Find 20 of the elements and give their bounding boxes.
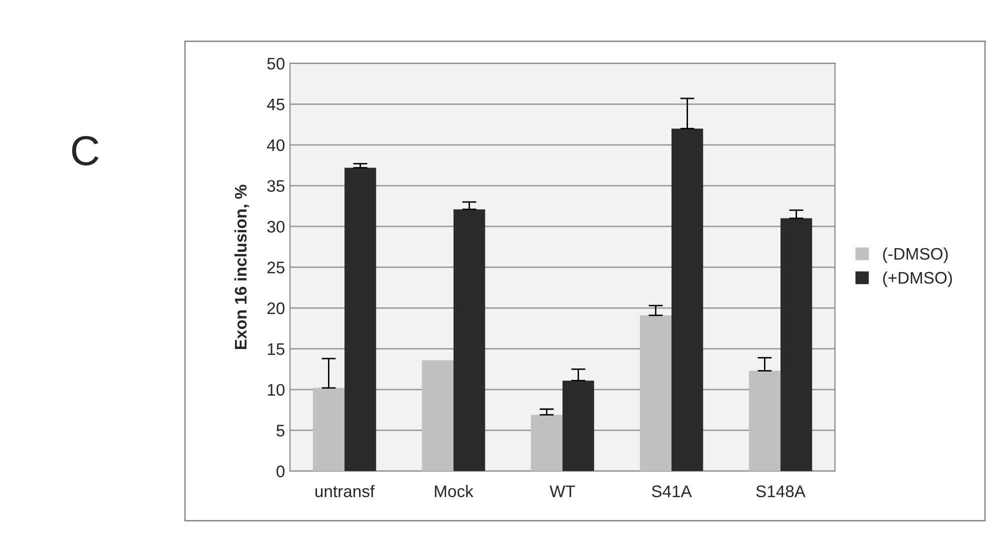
- text: C: [72, 136, 99, 166]
- legend-label: (+DMSO): [883, 271, 952, 288]
- y-tick-label: 35: [267, 180, 284, 192]
- y-tick-label: 0: [276, 466, 284, 478]
- x-tick-label: S148A: [756, 485, 806, 498]
- y-tick-label: 10: [268, 384, 284, 396]
- y-tick-label: 5: [276, 424, 284, 437]
- legend-label: (-DMSO): [883, 248, 948, 264]
- x-tick-label: WT: [550, 486, 576, 498]
- x-tick-label: Mock: [434, 484, 474, 498]
- y-tick-label: 15: [268, 343, 284, 355]
- y-tick-label: 20: [267, 302, 284, 314]
- y-tick-label: 40: [266, 139, 284, 152]
- y-tick-label: 30: [267, 220, 284, 233]
- y-tick-label: 25: [267, 262, 284, 274]
- x-tick-label: S41A: [652, 485, 692, 498]
- x-tick-label: untransf: [315, 485, 375, 498]
- y-tick-label: 45: [266, 98, 284, 110]
- y-axis-title: Exon 16 inclusion, %: [234, 184, 250, 350]
- y-tick-label: 50: [267, 58, 284, 70]
